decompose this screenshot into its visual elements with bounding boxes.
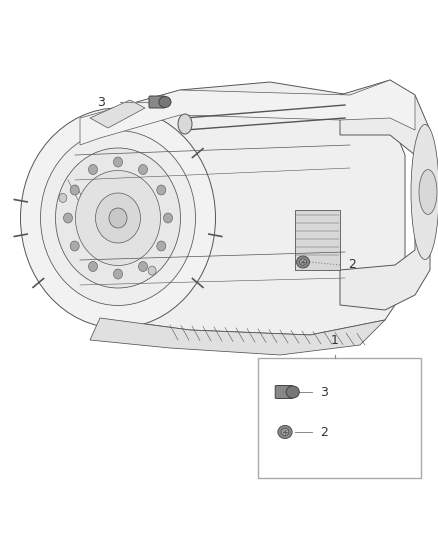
Ellipse shape [148,266,156,275]
Ellipse shape [138,165,148,174]
Ellipse shape [64,213,73,223]
Ellipse shape [56,148,180,288]
Ellipse shape [21,108,215,328]
Ellipse shape [95,193,141,243]
Ellipse shape [70,185,79,195]
FancyBboxPatch shape [275,385,293,399]
Ellipse shape [113,269,123,279]
Ellipse shape [70,241,79,251]
Ellipse shape [297,256,310,268]
Ellipse shape [88,165,98,174]
Ellipse shape [286,386,299,398]
Ellipse shape [163,213,173,223]
Ellipse shape [419,169,437,214]
Text: 3: 3 [320,385,328,399]
Ellipse shape [40,131,195,305]
FancyBboxPatch shape [149,96,165,108]
Text: 1: 1 [331,334,339,347]
Polygon shape [90,318,385,355]
Polygon shape [80,80,415,145]
Ellipse shape [281,429,289,435]
Ellipse shape [159,96,171,108]
Ellipse shape [300,259,307,265]
Polygon shape [65,82,405,335]
Text: 2: 2 [320,425,328,439]
Text: 3: 3 [97,95,105,109]
Polygon shape [90,100,145,128]
Ellipse shape [157,185,166,195]
Ellipse shape [59,193,67,203]
Ellipse shape [88,262,98,271]
Polygon shape [340,80,430,310]
Ellipse shape [178,114,192,134]
Ellipse shape [157,241,166,251]
Bar [258,358,421,478]
Ellipse shape [138,262,148,271]
Bar [295,210,340,270]
Ellipse shape [113,157,123,167]
Ellipse shape [75,171,160,265]
Ellipse shape [109,208,127,228]
Text: 2: 2 [348,259,356,271]
Ellipse shape [278,425,292,439]
Ellipse shape [411,125,438,260]
